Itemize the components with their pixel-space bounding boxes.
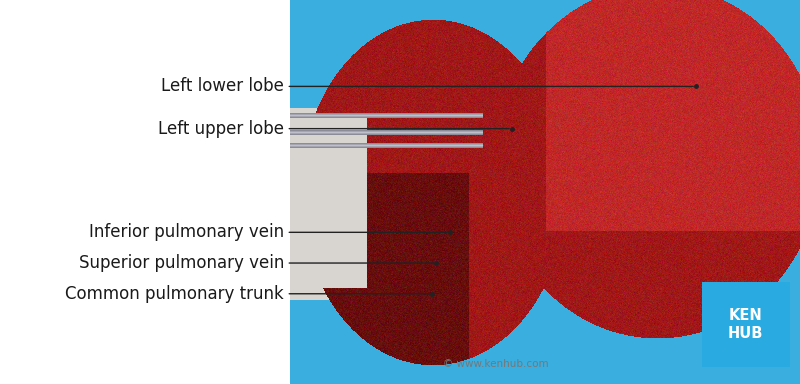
Text: Superior pulmonary vein: Superior pulmonary vein <box>78 254 284 272</box>
Bar <box>702 282 790 367</box>
Text: KEN
HUB: KEN HUB <box>728 308 763 341</box>
Text: Left lower lobe: Left lower lobe <box>161 78 284 95</box>
Text: Left upper lobe: Left upper lobe <box>158 120 284 137</box>
Text: Common pulmonary trunk: Common pulmonary trunk <box>66 285 284 303</box>
Text: © www.kenhub.com: © www.kenhub.com <box>443 359 549 369</box>
Text: Inferior pulmonary vein: Inferior pulmonary vein <box>89 223 284 241</box>
